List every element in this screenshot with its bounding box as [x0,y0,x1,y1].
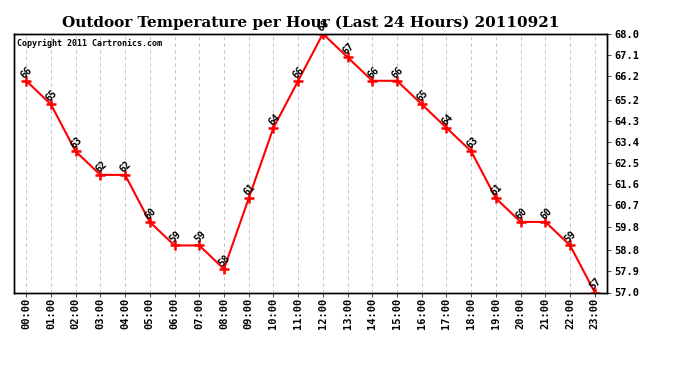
Text: 62: 62 [93,159,109,174]
Text: Copyright 2011 Cartronics.com: Copyright 2011 Cartronics.com [17,39,161,48]
Text: 59: 59 [563,229,578,244]
Text: 64: 64 [266,112,282,127]
Text: 61: 61 [489,182,504,198]
Text: 57: 57 [588,276,603,292]
Text: 58: 58 [217,253,233,268]
Text: 66: 66 [19,64,34,80]
Text: 59: 59 [193,229,208,244]
Text: 59: 59 [168,229,183,244]
Text: 62: 62 [118,159,133,174]
Text: 60: 60 [514,206,529,221]
Text: 65: 65 [44,88,59,104]
Text: 66: 66 [291,64,306,80]
Text: 61: 61 [241,182,257,198]
Text: 63: 63 [464,135,480,151]
Text: 67: 67 [341,41,356,57]
Text: 63: 63 [69,135,84,151]
Text: 64: 64 [440,112,455,127]
Title: Outdoor Temperature per Hour (Last 24 Hours) 20110921: Outdoor Temperature per Hour (Last 24 Ho… [62,15,559,30]
Text: 60: 60 [538,206,554,221]
Text: 66: 66 [366,64,381,80]
Text: 68: 68 [316,18,331,33]
Text: 60: 60 [143,206,158,221]
Text: 66: 66 [390,64,406,80]
Text: 65: 65 [415,88,430,104]
